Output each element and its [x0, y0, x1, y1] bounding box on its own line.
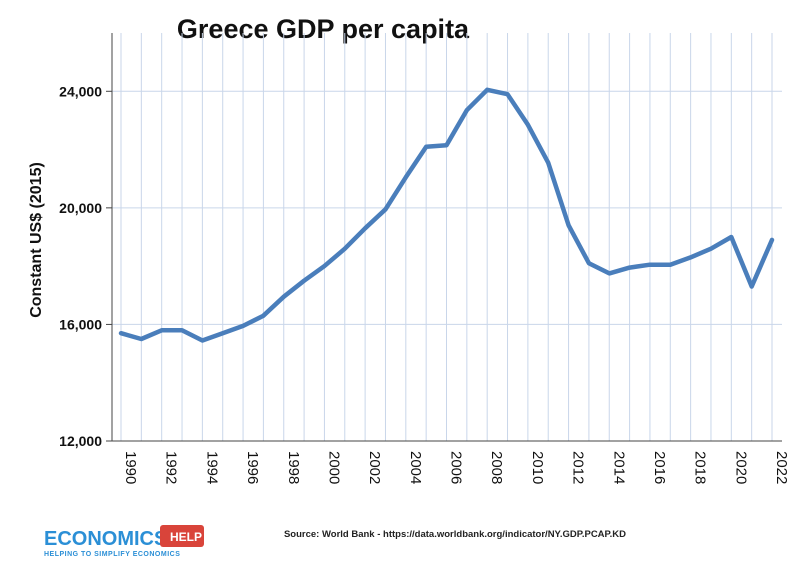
chart-title: Greece GDP per capita [177, 14, 470, 44]
x-tick-label: 2004 [407, 451, 424, 484]
x-tick-label: 1990 [122, 451, 139, 484]
x-tick-label: 2006 [448, 451, 465, 484]
logo-badge [160, 525, 204, 547]
series-layer [118, 87, 775, 343]
grid [112, 33, 782, 441]
tick-labels: 12,000 16,000 20,000 24,000 1990 1992 1994 1996… [59, 83, 790, 484]
series-line [118, 87, 775, 343]
economics-help-logo: ECONOMICS HELP HELPING TO SIMPLIFY ECONO… [44, 525, 204, 558]
x-tick-label: 2008 [488, 451, 505, 484]
y-tick-label: 24,000 [59, 83, 102, 99]
y-tick-label: 12,000 [59, 433, 102, 449]
axes [106, 33, 782, 442]
x-tick-label: 2012 [570, 451, 587, 484]
logo-name: ECONOMICS [44, 528, 167, 550]
y-tick-label: 16,000 [59, 316, 102, 332]
x-tick-label: 2010 [529, 451, 546, 484]
x-tick-label: 1994 [203, 451, 220, 484]
x-tick-label: 2022 [773, 451, 790, 484]
source-note: Source: World Bank - https://data.worldb… [284, 529, 626, 540]
x-tick-label: 2000 [325, 451, 342, 484]
y-axis-label: Constant US$ (2015) [28, 162, 45, 318]
x-tick-label: 1996 [244, 451, 261, 484]
x-tick-label: 1992 [163, 451, 180, 484]
x-tick-label: 2020 [732, 451, 749, 484]
x-tick-label: 2016 [651, 451, 668, 484]
x-tick-label: 2018 [692, 451, 709, 484]
x-tick-label: 1998 [285, 451, 302, 484]
x-tick-label: 2014 [610, 451, 627, 484]
logo-tagline: HELPING TO SIMPLIFY ECONOMICS [44, 551, 180, 558]
logo-badge-text: HELP [170, 530, 202, 544]
x-tick-label: 2002 [366, 451, 383, 484]
y-tick-label: 20,000 [59, 200, 102, 216]
